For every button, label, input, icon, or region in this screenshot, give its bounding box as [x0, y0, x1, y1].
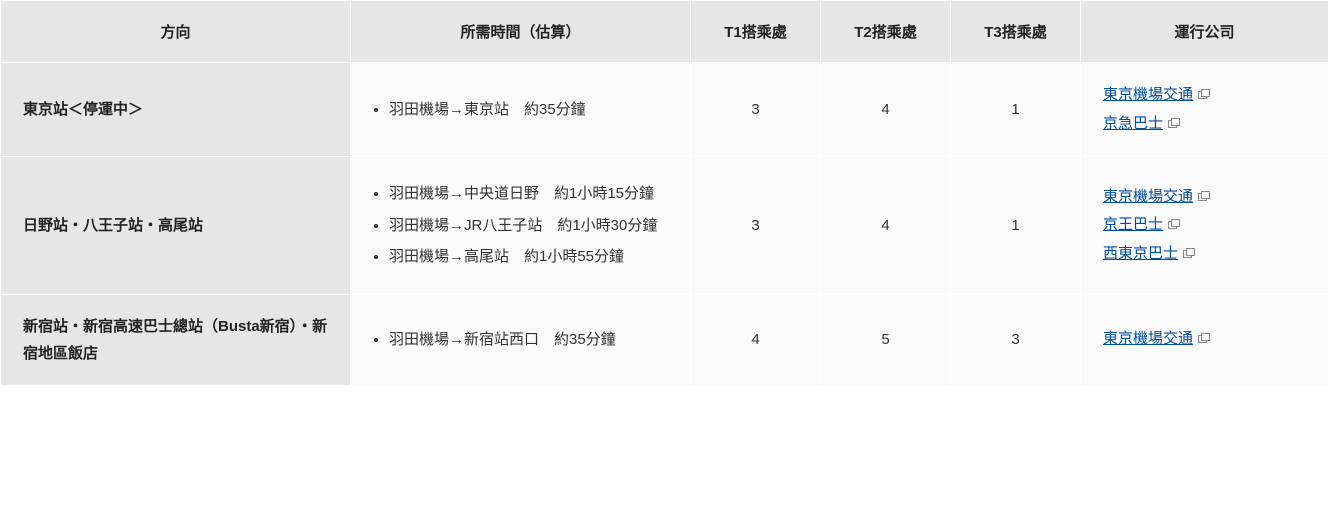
- t3-cell: 3: [951, 294, 1081, 385]
- company-link[interactable]: 東京機場交通: [1103, 325, 1193, 354]
- company-link[interactable]: 東京機場交通: [1103, 81, 1193, 110]
- time-item: 羽田機場→新宿站西口 約35分鐘: [389, 327, 670, 353]
- company-link[interactable]: 東京機場交通: [1103, 183, 1193, 212]
- company-cell: 東京機場交通: [1081, 294, 1328, 385]
- table-row: 日野站・八王子站・高尾站羽田機場→中央道日野 約1小時15分鐘羽田機場→JR八王…: [1, 157, 1328, 295]
- col-header-company: 運行公司: [1081, 1, 1328, 63]
- table-row: 新宿站・新宿高速巴士總站（Busta新宿）・新宿地區飯店 羽田機場→新宿站西口 約…: [1, 294, 1328, 385]
- t2-cell: 4: [821, 63, 951, 157]
- t3-cell: 1: [951, 63, 1081, 157]
- time-list: 羽田機場→東京站 約35分鐘: [363, 97, 670, 123]
- external-link-icon: [1198, 191, 1210, 202]
- col-header-direction: 方向: [1, 1, 351, 63]
- time-item: 羽田機場→JR八王子站 約1小時30分鐘: [389, 213, 670, 239]
- time-cell: 羽田機場→新宿站西口 約35分鐘: [351, 294, 691, 385]
- company-link[interactable]: 京王巴士: [1103, 211, 1163, 240]
- time-item: 羽田機場→東京站 約35分鐘: [389, 97, 670, 123]
- bus-schedule-table: 方向 所需時間（估算） T1搭乘處 T2搭乘處 T3搭乘處 運行公司 東京站＜停…: [0, 0, 1328, 386]
- external-link-icon: [1198, 89, 1210, 100]
- time-list: 羽田機場→新宿站西口 約35分鐘: [363, 327, 670, 353]
- table-body: 東京站＜停運中＞羽田機場→東京站 約35分鐘341東京機場交通京急巴士日野站・八…: [1, 63, 1328, 386]
- external-link-icon: [1168, 118, 1180, 129]
- t1-cell: 4: [691, 294, 821, 385]
- table-row: 東京站＜停運中＞羽田機場→東京站 約35分鐘341東京機場交通京急巴士: [1, 63, 1328, 157]
- time-cell: 羽田機場→中央道日野 約1小時15分鐘羽田機場→JR八王子站 約1小時30分鐘羽…: [351, 157, 691, 295]
- company-link[interactable]: 西東京巴士: [1103, 240, 1178, 269]
- direction-cell: 日野站・八王子站・高尾站: [1, 157, 351, 295]
- direction-cell: 東京站＜停運中＞: [1, 63, 351, 157]
- company-cell: 東京機場交通京王巴士西東京巴士: [1081, 157, 1328, 295]
- time-list: 羽田機場→中央道日野 約1小時15分鐘羽田機場→JR八王子站 約1小時30分鐘羽…: [363, 181, 670, 270]
- t2-cell: 5: [821, 294, 951, 385]
- external-link-icon: [1183, 248, 1195, 259]
- external-link-icon: [1198, 333, 1210, 344]
- t1-cell: 3: [691, 157, 821, 295]
- t2-cell: 4: [821, 157, 951, 295]
- t3-cell: 1: [951, 157, 1081, 295]
- company-link[interactable]: 京急巴士: [1103, 110, 1163, 139]
- time-item: 羽田機場→中央道日野 約1小時15分鐘: [389, 181, 670, 207]
- direction-cell: 新宿站・新宿高速巴士總站（Busta新宿）・新宿地區飯店: [1, 294, 351, 385]
- col-header-t1: T1搭乘處: [691, 1, 821, 63]
- external-link-icon: [1168, 219, 1180, 230]
- company-cell: 東京機場交通京急巴士: [1081, 63, 1328, 157]
- time-item: 羽田機場→高尾站 約1小時55分鐘: [389, 244, 670, 270]
- col-header-time: 所需時間（估算）: [351, 1, 691, 63]
- time-cell: 羽田機場→東京站 約35分鐘: [351, 63, 691, 157]
- col-header-t3: T3搭乘處: [951, 1, 1081, 63]
- t1-cell: 3: [691, 63, 821, 157]
- col-header-t2: T2搭乘處: [821, 1, 951, 63]
